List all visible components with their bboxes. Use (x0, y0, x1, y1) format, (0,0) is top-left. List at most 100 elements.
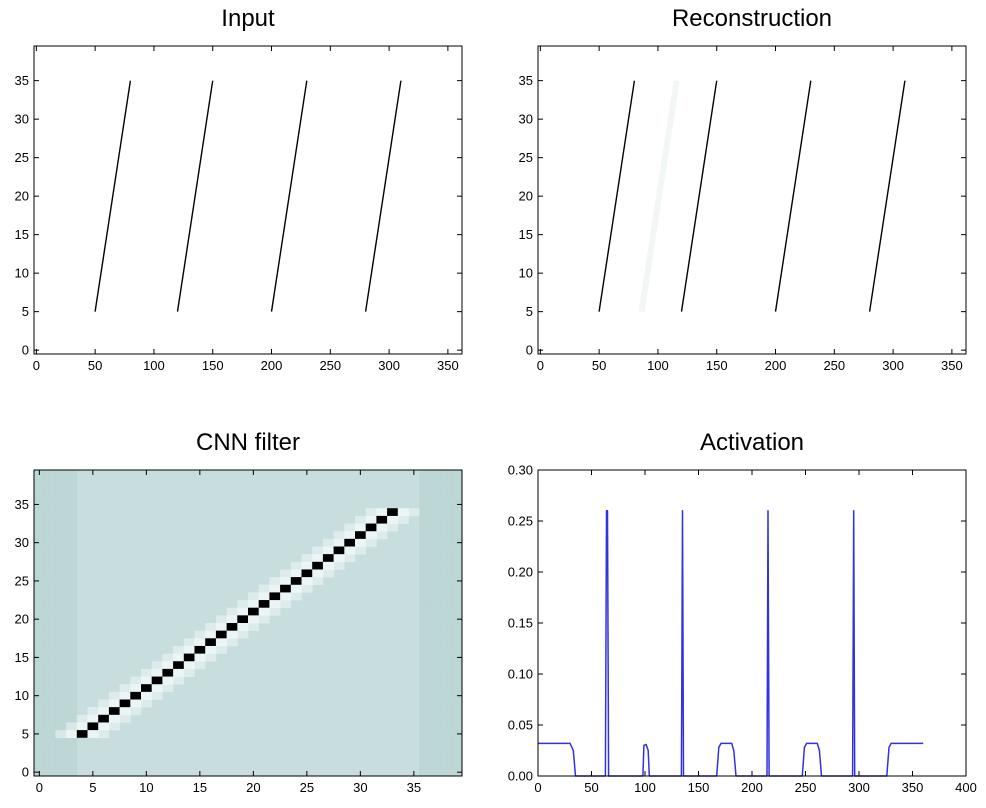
heatmap-cell (66, 714, 78, 723)
heatmap-cell (451, 470, 463, 478)
x-tick-label: 250 (795, 780, 817, 795)
heatmap-cell (34, 554, 45, 563)
heatmap-cell (419, 500, 431, 509)
heatmap-cell (55, 691, 67, 700)
heatmap-cell (183, 653, 195, 662)
heatmap-cell (183, 661, 195, 670)
heatmap-cell (419, 546, 431, 555)
heatmap-cell (162, 653, 174, 662)
x-tick-label: 0 (537, 358, 544, 373)
heatmap-cell (429, 554, 441, 563)
heatmap-cell (44, 668, 56, 677)
heatmap-cell (44, 492, 56, 501)
heatmap-cell (44, 615, 56, 624)
heatmap-cell (419, 668, 431, 677)
heatmap-cell (333, 531, 345, 540)
heatmap-cell (141, 676, 152, 685)
heatmap-cell (355, 515, 366, 524)
series-line-5 (638, 80, 680, 313)
chart-panel-1: 0 50 100 150 200 250 300 350 0 5 10 15 20 25 30 35 Input (15, 5, 463, 373)
heatmap-cell (429, 760, 441, 769)
heatmap-cell (312, 561, 323, 570)
heatmap-cell (55, 554, 67, 563)
series-line-4 (364, 80, 402, 312)
heatmap-cell (44, 523, 56, 532)
heatmap-cell (451, 538, 463, 547)
heatmap-cell (55, 515, 67, 524)
heatmap-cell (237, 607, 249, 616)
heatmap-cell (440, 630, 452, 639)
heatmap-cell (280, 569, 292, 578)
heatmap-cell (451, 691, 463, 700)
heatmap-cell (98, 730, 110, 739)
heatmap-cell (419, 722, 431, 731)
heatmap-cell (55, 592, 67, 601)
heatmap-cell (66, 668, 78, 677)
heatmap-cell (440, 768, 452, 777)
heatmap-cell (205, 630, 217, 639)
heatmap-cell (44, 707, 56, 716)
heatmap-cell (429, 485, 441, 494)
heatmap-cell (419, 653, 431, 662)
chart-title: Activation (700, 429, 804, 456)
heatmap-cell (55, 760, 67, 769)
heatmap-cell (429, 684, 441, 693)
plot-frame (33, 469, 463, 777)
heatmap-cell (130, 676, 142, 685)
heatmap-cell (376, 515, 388, 524)
series-line-1 (598, 80, 636, 312)
heatmap-cell (66, 753, 78, 761)
heatmap-cell (429, 615, 441, 624)
heatmap-cell (440, 477, 452, 486)
heatmap-cell (119, 707, 131, 716)
heatmap-cell (194, 638, 206, 647)
heatmap-cell (290, 584, 302, 593)
heatmap-cell (66, 538, 78, 547)
heatmap-cell (44, 768, 56, 777)
x-tick-label: 200 (741, 780, 763, 795)
heatmap-cell (44, 531, 56, 540)
heatmap-cell (429, 500, 441, 509)
y-tick-label: 30 (519, 112, 533, 127)
x-tick-label: 250 (823, 358, 845, 373)
heatmap-cell (66, 684, 78, 693)
heatmap-cell (44, 623, 56, 631)
x-tick-label: 0 (534, 780, 541, 795)
heatmap-cell (440, 661, 452, 670)
y-tick-label: 15 (15, 650, 29, 665)
series-line-2 (176, 80, 214, 312)
heatmap-cell (44, 653, 56, 662)
heatmap-cell (440, 745, 452, 754)
heatmap-cell (429, 691, 441, 700)
heatmap-cell (55, 600, 67, 608)
heatmap-cell (34, 584, 45, 593)
y-tick-label: 15 (15, 227, 29, 242)
heatmap-cell (451, 699, 463, 708)
heatmap-cell (451, 477, 463, 486)
heatmap-cell (440, 584, 452, 593)
heatmap-cell (429, 508, 441, 517)
x-tick-label: 100 (647, 358, 669, 373)
heatmap-cell (34, 615, 45, 624)
heatmap-cell (162, 668, 174, 677)
heatmap-cell (419, 684, 431, 693)
x-tick-label: 50 (592, 358, 606, 373)
heatmap-cell (162, 661, 174, 670)
heatmap-cell (55, 485, 67, 494)
heatmap-cell (66, 577, 78, 586)
heatmap-cell (365, 531, 377, 540)
heatmap-cell (55, 561, 67, 570)
heatmap-cell (34, 699, 45, 708)
heatmap-cell (108, 691, 120, 700)
heatmap-cell (66, 531, 78, 540)
heatmap-cell (173, 676, 185, 685)
heatmap-cell (66, 554, 78, 563)
heatmap-cell (440, 653, 452, 662)
heatmap-cell (440, 699, 452, 708)
heatmap-cell (451, 561, 463, 570)
heatmap-cell (34, 737, 45, 746)
heatmap-cell (451, 531, 463, 540)
heatmap-cell (44, 569, 56, 578)
heatmap-cell (248, 623, 259, 631)
